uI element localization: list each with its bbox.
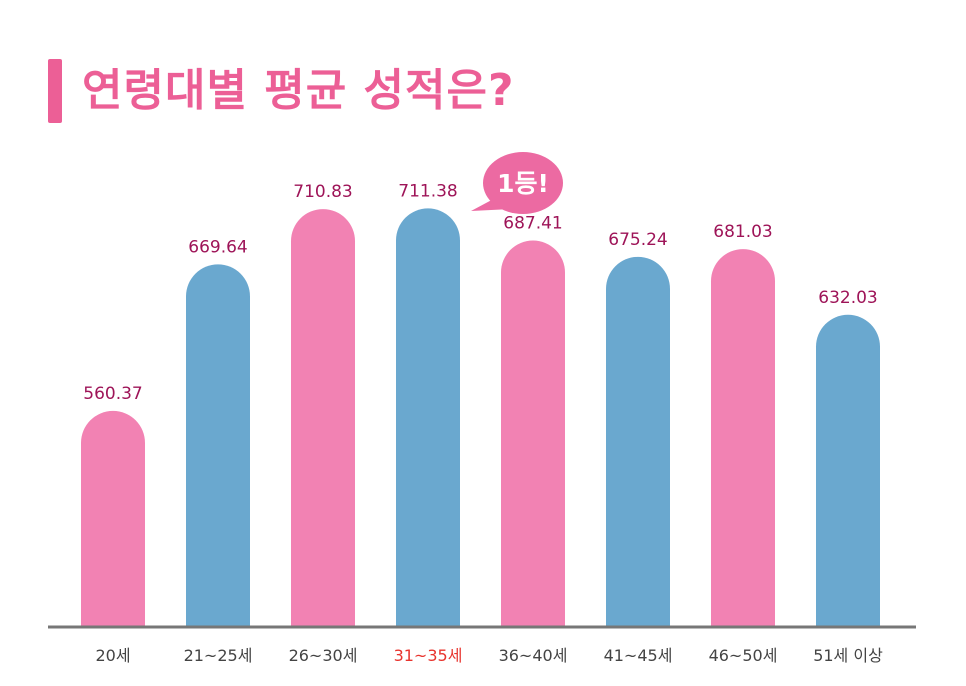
category-label-2: 26~30세 [289, 646, 358, 665]
value-label-3: 711.38 [398, 181, 457, 201]
bar-3 [396, 208, 460, 627]
bar-6 [711, 249, 775, 626]
bar-4 [501, 240, 565, 626]
category-label-0: 20세 [95, 646, 130, 665]
value-label-6: 681.03 [713, 222, 772, 242]
category-label-5: 41~45세 [604, 646, 673, 665]
category-label-6: 46~50세 [709, 646, 778, 665]
chart-title: 연령대별 평균 성적은? [82, 65, 515, 116]
category-label-3: 31~35세 [394, 646, 463, 665]
category-label-7: 51세 이상 [813, 646, 883, 665]
title-accent-bar [48, 59, 62, 123]
bar-5 [606, 256, 670, 626]
badge-label: 1등! [497, 169, 549, 198]
badge-bubble [483, 152, 563, 214]
value-label-0: 560.37 [83, 384, 142, 404]
value-label-5: 675.24 [608, 230, 667, 250]
bar-0 [81, 410, 145, 626]
bar-2 [291, 209, 355, 626]
value-label-4: 687.41 [503, 214, 562, 234]
value-label-7: 632.03 [818, 288, 877, 308]
value-label-2: 710.83 [293, 182, 352, 202]
bar-7 [816, 314, 880, 626]
bar-1 [186, 264, 250, 626]
category-label-4: 36~40세 [499, 646, 568, 665]
first-place-badge: 1등! [471, 152, 563, 214]
title-area: 연령대별 평균 성적은? [48, 58, 514, 124]
category-label-1: 21~25세 [184, 646, 253, 665]
value-label-1: 669.64 [188, 237, 247, 257]
